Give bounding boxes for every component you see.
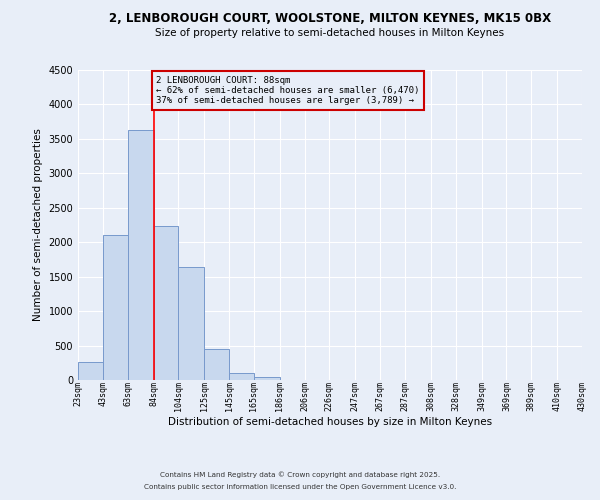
Text: Contains public sector information licensed under the Open Government Licence v3: Contains public sector information licen… <box>144 484 456 490</box>
Text: 2, LENBOROUGH COURT, WOOLSTONE, MILTON KEYNES, MK15 0BX: 2, LENBOROUGH COURT, WOOLSTONE, MILTON K… <box>109 12 551 26</box>
Bar <box>178 267 205 380</box>
Bar <box>78 362 103 380</box>
Bar <box>128 130 154 380</box>
Text: Contains HM Land Registry data © Crown copyright and database right 2025.: Contains HM Land Registry data © Crown c… <box>160 471 440 478</box>
Text: Size of property relative to semi-detached houses in Milton Keynes: Size of property relative to semi-detach… <box>155 28 505 38</box>
Bar <box>254 376 280 380</box>
Bar <box>154 226 178 380</box>
Text: 2 LENBOROUGH COURT: 88sqm
← 62% of semi-detached houses are smaller (6,470)
37% : 2 LENBOROUGH COURT: 88sqm ← 62% of semi-… <box>156 76 419 106</box>
Bar <box>205 349 229 380</box>
Bar <box>103 236 128 380</box>
Y-axis label: Number of semi-detached properties: Number of semi-detached properties <box>33 128 43 322</box>
X-axis label: Distribution of semi-detached houses by size in Milton Keynes: Distribution of semi-detached houses by … <box>168 417 492 427</box>
Bar <box>229 373 254 380</box>
